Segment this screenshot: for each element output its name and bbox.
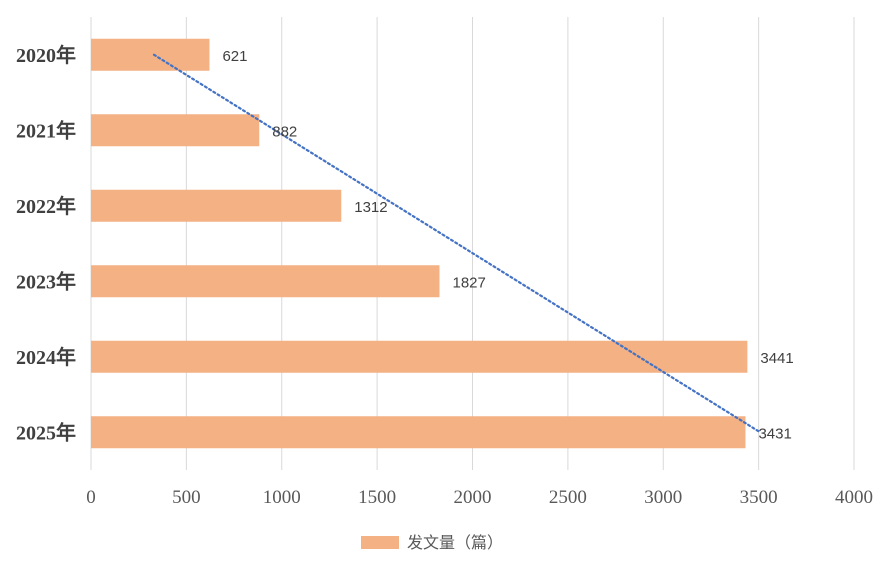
x-tick-label-3000: 3000 bbox=[644, 487, 682, 508]
x-tick-label-2000: 2000 bbox=[454, 487, 492, 508]
category-label-0: 2020年 bbox=[16, 43, 76, 67]
x-axis: 0 500 1000 1500 2000 2500 3000 3500 4000 bbox=[86, 487, 873, 508]
x-tick-label-4000: 4000 bbox=[835, 487, 873, 508]
data-label-1: 882 bbox=[272, 123, 297, 140]
bar-2024年 bbox=[91, 340, 748, 373]
legend-swatch bbox=[361, 536, 399, 549]
data-label-3: 1827 bbox=[453, 274, 486, 291]
bar-2021年 bbox=[91, 114, 260, 147]
data-label-5: 3431 bbox=[758, 425, 791, 442]
y-axis-categories: 2020年 2021年 2022年 2023年 2024年 2025年 bbox=[16, 43, 76, 445]
data-label-2: 1312 bbox=[354, 199, 387, 216]
x-tick-label-500: 500 bbox=[172, 487, 201, 508]
bars bbox=[91, 38, 748, 449]
category-label-5: 2025年 bbox=[16, 420, 76, 444]
data-labels: 621 882 1312 1827 3441 3431 bbox=[222, 48, 793, 443]
category-label-1: 2021年 bbox=[16, 118, 76, 142]
data-label-4: 3441 bbox=[760, 350, 793, 367]
trendline bbox=[152, 53, 762, 434]
bar-2022年 bbox=[91, 189, 342, 222]
bar-2020年 bbox=[91, 38, 210, 71]
x-tick-label-3500: 3500 bbox=[740, 487, 778, 508]
category-label-2: 2022年 bbox=[16, 194, 76, 218]
legend-label: 发文量（篇） bbox=[407, 533, 503, 552]
category-label-4: 2024年 bbox=[16, 345, 76, 369]
legend: 发文量（篇） bbox=[361, 533, 503, 552]
x-tick-label-0: 0 bbox=[86, 487, 96, 508]
data-label-0: 621 bbox=[222, 48, 247, 65]
category-label-3: 2023年 bbox=[16, 269, 76, 293]
x-tick-label-2500: 2500 bbox=[549, 487, 587, 508]
x-tick-label-1000: 1000 bbox=[263, 487, 301, 508]
bar-2025年 bbox=[91, 416, 746, 449]
bar-2023年 bbox=[91, 265, 440, 298]
gridlines bbox=[90, 17, 855, 470]
trendline-group bbox=[152, 53, 762, 434]
x-tick-label-1500: 1500 bbox=[358, 487, 396, 508]
